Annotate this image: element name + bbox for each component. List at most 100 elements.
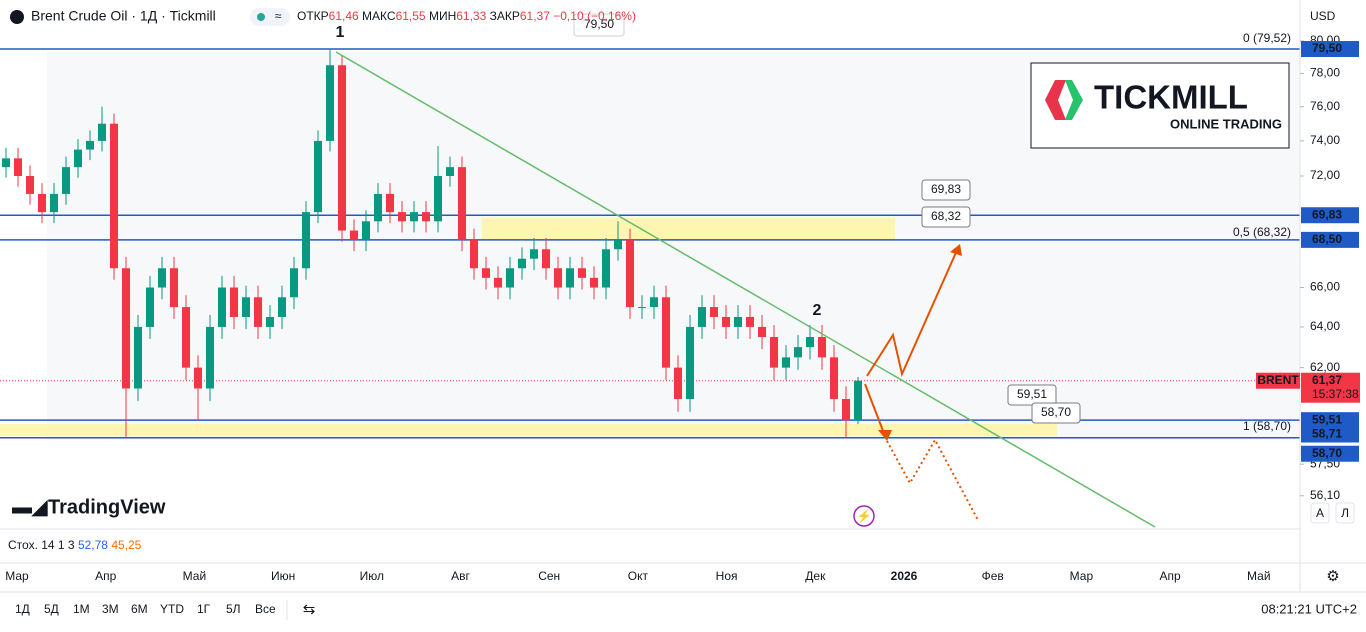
candle-body — [422, 212, 430, 222]
scale-a[interactable]: A — [1316, 506, 1324, 520]
fib-label: 1 (58,70) — [1243, 419, 1291, 433]
candle-body — [746, 316, 754, 327]
range-button[interactable]: 5Д — [44, 602, 59, 616]
x-tick-label: Апр — [1160, 569, 1182, 583]
scale-l[interactable]: Л — [1341, 506, 1349, 520]
y-tick-label: 78,00 — [1310, 66, 1340, 80]
x-tick-label: Июн — [271, 569, 295, 583]
candle-body — [614, 239, 622, 250]
range-button[interactable]: 3М — [102, 602, 119, 616]
candle-body — [794, 347, 802, 358]
stoch-name: Стох. 14 1 3 — [8, 538, 75, 552]
last-price: 61,37 — [1312, 373, 1342, 387]
logo-shape — [1065, 80, 1083, 120]
candle-body — [434, 176, 442, 222]
range-button[interactable]: Все — [255, 602, 276, 616]
level-label: 79,50 — [1312, 41, 1342, 55]
fib-label: 0 (79,52) — [1243, 31, 1291, 45]
candle-body — [326, 65, 334, 141]
logo-shape — [1045, 80, 1066, 120]
price-label: 58,71 — [1312, 427, 1342, 441]
label: МАКС — [362, 9, 396, 23]
candle-body — [218, 287, 226, 327]
candle-body — [314, 140, 322, 213]
candle-body — [842, 399, 850, 421]
candle-body — [578, 268, 586, 278]
candle-body — [710, 307, 718, 317]
range-button[interactable]: YTD — [160, 602, 184, 616]
candle-body — [98, 123, 106, 141]
trendline — [335, 51, 1156, 528]
label: МИН — [429, 9, 456, 23]
candle-body — [530, 249, 538, 259]
candle-body — [230, 287, 238, 317]
zone — [0, 424, 1057, 436]
x-tick-label: Сен — [538, 569, 560, 583]
stoch-k: 52,78 — [78, 538, 108, 552]
candle-body — [110, 123, 118, 269]
range-button[interactable]: 5Л — [226, 602, 241, 616]
zone — [482, 218, 895, 240]
event-icon[interactable] — [853, 505, 875, 527]
level-label: 58,70 — [1312, 446, 1342, 460]
candle-body — [362, 221, 370, 240]
range-button[interactable]: 1Д — [15, 602, 30, 616]
candle-body — [182, 307, 190, 368]
x-tick-label: Апр — [95, 569, 117, 583]
candle-body — [146, 287, 154, 327]
x-tick-label: Окт — [628, 569, 649, 583]
arrow-up — [866, 247, 959, 378]
x-tick-label: Ноя — [716, 569, 738, 583]
range-button[interactable]: 6М — [131, 602, 148, 616]
candle-body — [2, 158, 10, 168]
scale-btn[interactable] — [1310, 502, 1330, 524]
candle-body — [506, 268, 514, 288]
candle-body — [782, 357, 790, 368]
candle-body — [722, 316, 730, 327]
y-tick-label: 74,00 — [1310, 133, 1340, 147]
x-tick-label: Мар — [1070, 569, 1094, 583]
candle-body — [554, 268, 562, 288]
symbol[interactable]: Brent Crude Oil · 1Д · Tickmill — [31, 8, 216, 24]
candle-body — [410, 212, 418, 222]
candle-body — [158, 268, 166, 288]
candle-body — [626, 239, 634, 308]
value: 61,55 — [396, 9, 426, 23]
x-tick-label: Фев — [982, 569, 1004, 583]
candle-body — [734, 316, 742, 327]
range-button[interactable]: 1М — [73, 602, 90, 616]
range-button[interactable]: 1Г — [197, 602, 211, 616]
last-timer: 15:37:38 — [1312, 387, 1359, 401]
symbol-tag-text: BRENT — [1257, 373, 1299, 387]
candle-body — [398, 212, 406, 222]
x-tick-label: Мар — [5, 569, 29, 583]
stoch: Стох. 14 1 3 52,78 45,25 — [8, 538, 142, 552]
settings-icon[interactable]: ⚙ — [1326, 568, 1339, 585]
candle-body — [50, 193, 58, 213]
candle-body — [266, 316, 274, 327]
candle-body — [770, 336, 778, 368]
candle-body — [374, 193, 382, 222]
date-range-icon[interactable]: ⇆ — [303, 601, 316, 618]
candle-body — [194, 367, 202, 389]
currency[interactable]: USD — [1310, 9, 1336, 23]
label: ЗАКР — [490, 9, 520, 23]
candle-body — [698, 307, 706, 327]
level-label: 68,50 — [1312, 232, 1342, 246]
value: −0,10 (−0,16%) — [553, 9, 636, 23]
tickmill-sub: ONLINE TRADING — [1170, 116, 1282, 131]
stoch-d: 45,25 — [111, 538, 141, 552]
symbol-icon — [10, 10, 24, 24]
value: 61,33 — [456, 9, 486, 23]
callout: 79,50 — [584, 17, 614, 31]
callout-box — [1031, 402, 1081, 424]
callout-box — [573, 13, 625, 37]
level-label-box — [1301, 207, 1359, 224]
candle-body — [830, 357, 838, 400]
label: ОТКР — [297, 9, 329, 23]
level-label-box — [1301, 231, 1359, 248]
candle-body — [590, 277, 598, 288]
candle-body — [206, 326, 214, 389]
scale-btn[interactable] — [1335, 502, 1355, 524]
